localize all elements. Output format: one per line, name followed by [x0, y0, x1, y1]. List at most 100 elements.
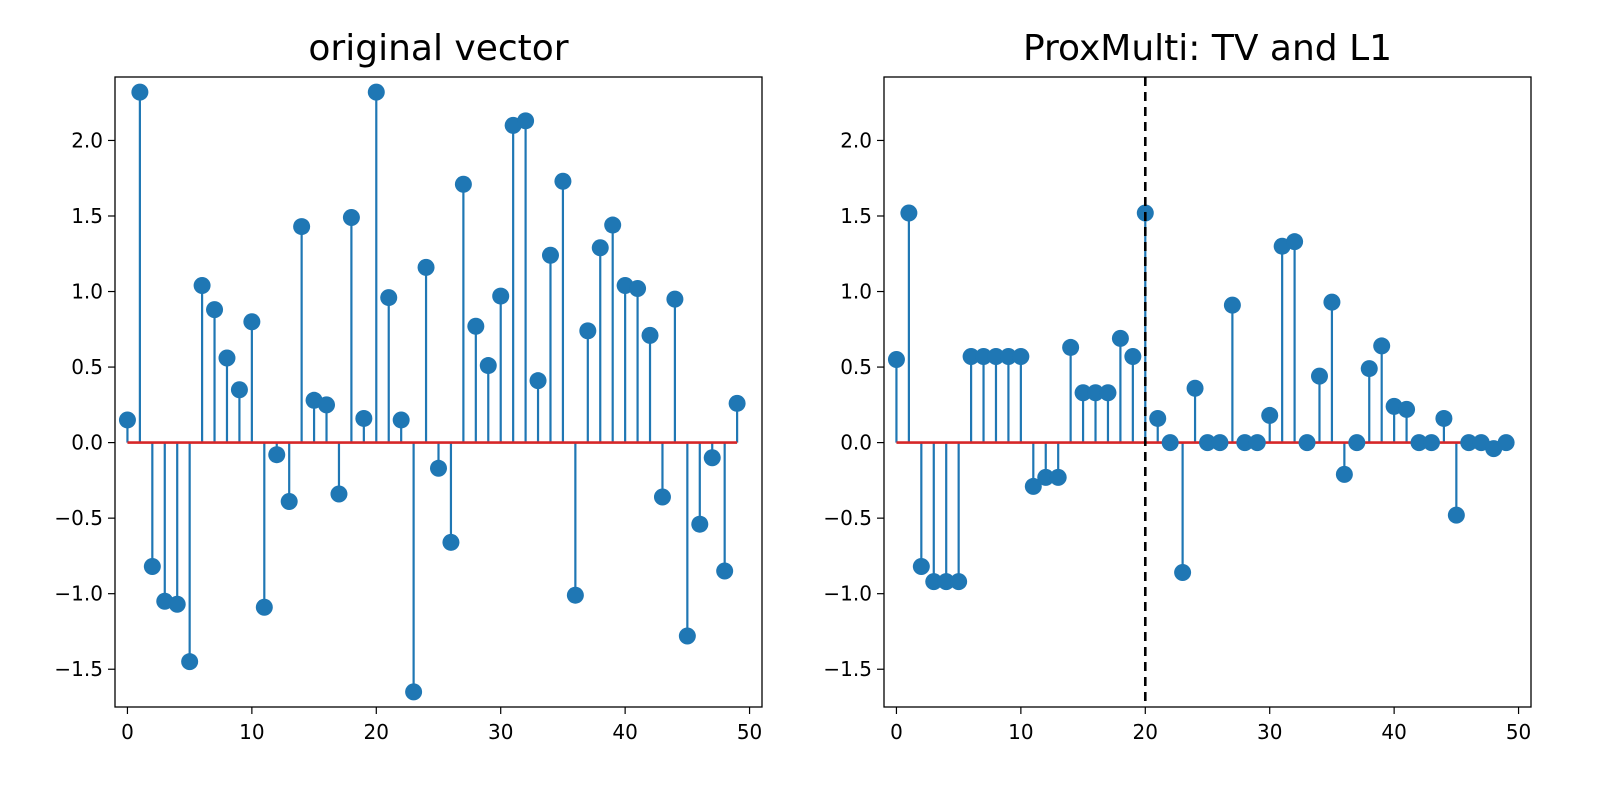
stem-marker [1323, 293, 1341, 311]
stem-marker [629, 280, 647, 298]
stem-marker [529, 372, 547, 390]
y-tick-label: −0.5 [823, 506, 872, 530]
stem-marker [566, 586, 584, 604]
stem-marker [1447, 506, 1465, 524]
stem-marker [1286, 233, 1304, 251]
x-tick-label: 30 [488, 720, 513, 744]
chart-proxmulti-tv-l1: ProxMulti: TV and L1 0 10 20 30 40 50 −1.5 −1.0… [823, 28, 1532, 744]
stem-marker [1497, 434, 1515, 452]
y-tick-label: −1.5 [54, 657, 103, 681]
stem-marker [1049, 468, 1067, 486]
y-tick-label: −0.5 [54, 506, 103, 530]
stem-marker [691, 515, 709, 533]
chart-title: ProxMulti: TV and L1 [1023, 28, 1392, 69]
stem-marker [1435, 409, 1453, 427]
stem-marker [937, 573, 955, 591]
stem-marker [1422, 434, 1440, 452]
stem-marker [367, 83, 385, 101]
stem-marker [1348, 434, 1366, 452]
stem-marker [1012, 347, 1030, 365]
stem-marker [230, 381, 248, 399]
stem-marker [293, 218, 311, 236]
y-tick-label: −1.5 [823, 657, 872, 681]
stem-marker [641, 326, 659, 344]
stem-marker [168, 595, 186, 613]
stem-marker [467, 317, 485, 335]
stem-marker [999, 347, 1017, 365]
stem-marker [479, 357, 497, 375]
y-tick-label: 2.0 [840, 128, 872, 152]
stem-marker [268, 446, 286, 464]
markers [118, 83, 746, 701]
stem-marker [1149, 409, 1167, 427]
x-tick-label: 0 [121, 720, 134, 744]
stem-marker [442, 533, 460, 551]
stem-marker [1410, 434, 1428, 452]
stem-marker [118, 411, 136, 429]
stem-marker [1373, 337, 1391, 355]
y-tick-label: 1.0 [71, 280, 103, 304]
stem-marker [392, 411, 410, 429]
y-tick-label: −1.0 [54, 582, 103, 606]
stem-marker [1161, 434, 1179, 452]
y-tick-label: 1.0 [840, 280, 872, 304]
stem-marker [1099, 384, 1117, 402]
y-tick-label: 2.0 [71, 128, 103, 152]
stem-marker [554, 172, 572, 190]
stem-marker [591, 239, 609, 257]
stem-marker [380, 289, 398, 307]
stem-marker [206, 301, 224, 319]
x-tick-label: 40 [612, 720, 637, 744]
stem-marker [1087, 384, 1105, 402]
stem-marker [653, 488, 671, 506]
stem-marker [143, 557, 161, 575]
stem-marker [131, 83, 149, 101]
stem-marker [703, 449, 721, 467]
stem-marker [1261, 406, 1279, 424]
x-tick-label: 50 [737, 720, 762, 744]
stem-marker [492, 287, 510, 305]
stem-marker [1248, 434, 1266, 452]
stem-marker [1223, 296, 1241, 314]
stem-marker [454, 175, 472, 193]
stem-marker [355, 409, 373, 427]
axes-frame [883, 76, 1532, 708]
stem-marker [1335, 465, 1353, 483]
stem-marker [604, 216, 622, 234]
y-tick-label: 0.5 [840, 355, 872, 379]
y-tick-label: −1.0 [823, 582, 872, 606]
stem-marker [342, 209, 360, 227]
y-tick-label: 1.5 [840, 204, 872, 228]
stem-marker [280, 493, 298, 511]
stem-marker [218, 349, 236, 367]
stem-marker [975, 347, 993, 365]
stem-marker [678, 627, 696, 645]
stem-marker [1398, 400, 1416, 418]
stem-marker [1310, 367, 1328, 385]
stem-marker [243, 313, 261, 331]
stem-marker [255, 598, 273, 616]
stem-marker [181, 653, 199, 671]
stem-marker [1360, 360, 1378, 378]
stem-marker [1074, 384, 1092, 402]
x-tick-label: 20 [364, 720, 389, 744]
y-tick-label: 0.0 [71, 431, 103, 455]
axes-ticks: 0 10 20 30 40 50 −1.5 −1.0 −0.5 0.0 0.5 1.0 1.5 2.0 [54, 128, 762, 744]
stem-marker [193, 276, 211, 294]
axes-ticks: 0 10 20 30 40 50 −1.5 −1.0 −0.5 0.0 0.5 1.0 1.5 2.0 [823, 128, 1531, 744]
stem-marker [417, 258, 435, 276]
stem-marker [405, 683, 423, 701]
stem-marker [1062, 338, 1080, 356]
y-tick-label: 0.5 [71, 355, 103, 379]
stem-marker [1111, 329, 1129, 347]
stem-marker [987, 347, 1005, 365]
stem-marker [950, 573, 968, 591]
x-tick-label: 10 [239, 720, 264, 744]
stem-marker [1211, 434, 1229, 452]
markers [887, 204, 1515, 591]
stem-marker [1236, 434, 1254, 452]
stem-marker [1124, 347, 1142, 365]
stem-marker [330, 485, 348, 503]
